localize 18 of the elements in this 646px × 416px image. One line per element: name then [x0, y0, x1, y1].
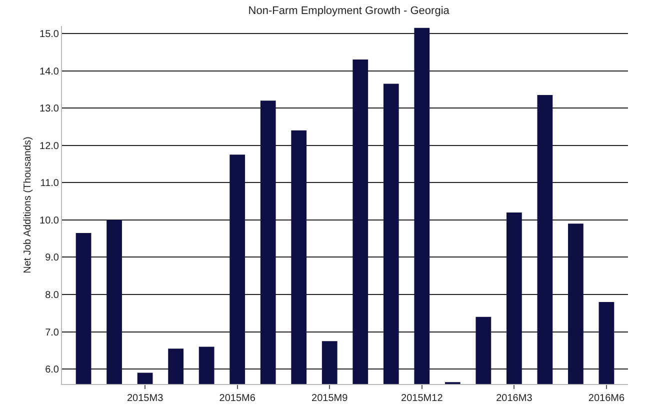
y-tick-label: 14.0	[40, 66, 60, 78]
y-tick-label: 15.0	[40, 28, 60, 40]
y-tick-label: 7.0	[45, 327, 60, 338]
y-axis-title: Net Job Additions (Thousands)	[22, 136, 34, 274]
x-tick-label: 2015M12	[401, 393, 444, 404]
x-tick-label: 2015M6	[219, 393, 256, 404]
y-tick-label: 13.0	[40, 104, 60, 115]
y-tick-label: 11.0	[40, 178, 60, 190]
y-tick-label: 8.0	[45, 290, 60, 301]
y-tick-label: 6.0	[45, 364, 60, 376]
x-tick-label: 2016M3	[496, 393, 533, 404]
y-tick-label: 9.0	[45, 252, 60, 264]
x-tick-label: 2015M9	[312, 393, 348, 404]
chart-title: Non-Farm Employment Growth - Georgia	[248, 4, 450, 17]
y-tick-label: 10.0	[40, 215, 60, 226]
x-tick-label: 2016M6	[588, 393, 625, 404]
y-tick-label: 12.0	[40, 140, 60, 152]
x-tick-label: 2015M3	[126, 393, 164, 404]
